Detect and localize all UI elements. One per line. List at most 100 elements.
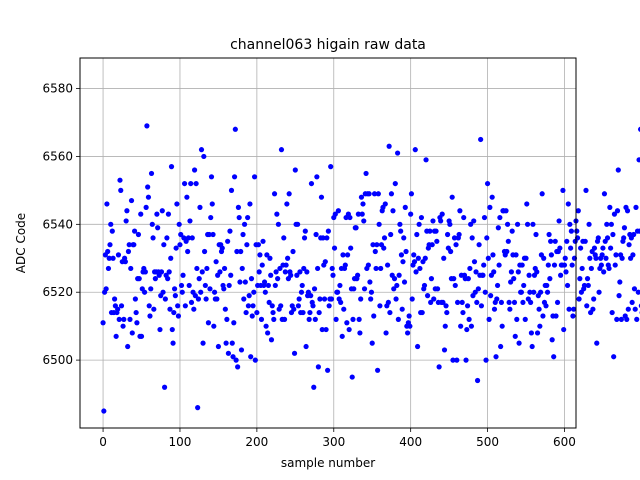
data-point — [245, 303, 252, 309]
data-point — [587, 255, 593, 261]
data-point — [189, 235, 195, 241]
data-point — [619, 255, 625, 261]
data-point — [110, 255, 116, 261]
data-point — [430, 218, 436, 224]
data-point — [551, 262, 558, 268]
y-tick-label: 6580 — [42, 82, 73, 96]
data-point — [433, 228, 439, 234]
data-point — [333, 316, 339, 322]
data-point — [248, 354, 254, 360]
data-point — [567, 221, 573, 227]
data-point — [238, 347, 245, 353]
data-point — [355, 211, 361, 217]
data-point — [368, 289, 375, 295]
data-point — [284, 201, 290, 207]
data-point — [494, 296, 500, 302]
chart-title: channel063 higain raw data — [230, 37, 426, 53]
data-point — [598, 262, 604, 268]
data-point — [195, 296, 202, 302]
data-point — [552, 238, 558, 244]
data-point — [231, 174, 238, 180]
data-point — [297, 269, 303, 275]
data-point — [618, 316, 624, 322]
data-point — [106, 255, 112, 261]
data-point — [313, 231, 319, 238]
data-point — [465, 276, 471, 282]
data-point — [561, 262, 568, 268]
data-point — [295, 303, 301, 309]
data-point — [616, 293, 622, 299]
data-point — [116, 316, 122, 322]
data-point — [211, 323, 217, 329]
data-point — [518, 289, 525, 295]
data-point — [360, 201, 366, 207]
data-point — [519, 262, 525, 268]
data-point — [442, 323, 448, 329]
data-point — [551, 354, 557, 360]
data-point — [549, 337, 555, 343]
data-point — [590, 306, 596, 312]
data-point — [211, 289, 218, 295]
data-point — [577, 276, 583, 282]
data-point — [393, 296, 399, 302]
data-point — [292, 167, 298, 173]
data-point — [568, 228, 574, 234]
data-point — [115, 252, 122, 258]
data-point — [483, 357, 489, 363]
data-point — [351, 286, 357, 292]
data-point — [490, 252, 496, 258]
data-point — [624, 316, 630, 322]
data-point — [571, 306, 577, 312]
data-point — [584, 276, 591, 282]
data-point — [374, 242, 380, 248]
data-point — [610, 231, 616, 238]
data-point — [570, 313, 576, 319]
data-point — [632, 306, 638, 312]
data-point — [272, 282, 278, 289]
data-point — [629, 299, 635, 306]
data-point — [160, 289, 166, 295]
data-point — [271, 191, 278, 197]
data-point — [554, 299, 561, 306]
data-point — [126, 242, 132, 248]
data-point — [138, 211, 144, 217]
data-point — [283, 262, 289, 268]
data-point — [296, 296, 302, 302]
data-point — [113, 333, 119, 339]
data-point — [534, 330, 541, 336]
data-point — [548, 238, 554, 244]
data-point — [303, 343, 309, 350]
data-point — [179, 289, 185, 295]
data-point — [290, 248, 296, 255]
data-point — [487, 204, 493, 210]
data-point — [560, 187, 566, 193]
data-point — [434, 286, 441, 292]
data-point — [261, 279, 268, 285]
data-point — [497, 214, 503, 221]
x-tick-label: 200 — [245, 435, 268, 449]
data-point — [456, 231, 462, 238]
data-point — [174, 201, 180, 207]
data-point — [208, 174, 215, 180]
data-point — [491, 306, 498, 312]
data-point — [262, 289, 268, 295]
x-axis-ticks: 0 100 200 300 400 500 600 — [99, 428, 576, 449]
data-point — [282, 269, 288, 275]
data-point — [304, 269, 310, 275]
data-point — [295, 221, 301, 227]
data-point — [473, 269, 479, 275]
data-point — [207, 286, 213, 292]
data-point — [403, 248, 409, 255]
data-point — [185, 248, 191, 255]
data-point — [530, 221, 536, 227]
data-point — [312, 316, 318, 322]
data-point — [449, 194, 455, 200]
data-point — [124, 208, 130, 214]
data-point — [235, 204, 242, 210]
data-point — [273, 269, 279, 275]
data-point — [236, 214, 242, 221]
data-point — [264, 252, 270, 258]
data-point — [326, 303, 332, 309]
data-point — [391, 276, 398, 282]
